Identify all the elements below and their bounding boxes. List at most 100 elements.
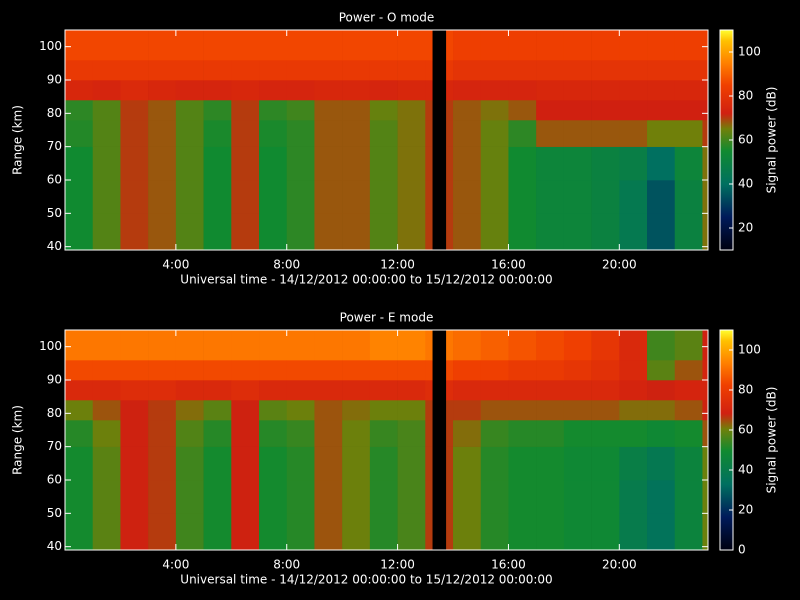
heat-cell — [93, 330, 121, 360]
colorbar-tick-label: 100 — [738, 343, 761, 357]
heat-cell — [370, 80, 398, 100]
heat-cell — [342, 330, 370, 360]
heat-cell — [204, 120, 232, 147]
heat-cell — [675, 380, 703, 400]
heat-cell — [204, 330, 232, 360]
heat-cell — [176, 80, 204, 100]
heat-cell — [120, 447, 148, 481]
heat-cell — [481, 447, 509, 481]
heat-cell — [93, 447, 121, 481]
heat-cell — [647, 180, 675, 214]
heat-cell — [619, 480, 647, 514]
heat-cell — [65, 180, 93, 214]
heat-cell — [176, 360, 204, 380]
y-tick-label: 80 — [47, 406, 62, 420]
heat-cell — [702, 447, 708, 481]
y-tick-label: 100 — [39, 39, 62, 53]
heat-cell — [370, 60, 398, 80]
heat-cell — [425, 447, 432, 481]
heat-cell — [370, 447, 398, 481]
y-tick-label: 90 — [47, 373, 62, 387]
y-tick-label: 60 — [47, 473, 62, 487]
heat-cell — [93, 147, 121, 181]
heat-cell — [564, 180, 592, 214]
heat-cell — [176, 147, 204, 181]
heat-cell — [176, 330, 204, 360]
heat-cell — [564, 120, 592, 147]
heat-cell — [425, 80, 432, 100]
y-axis-label: Range (km) — [11, 405, 25, 475]
heat-cell — [619, 360, 647, 380]
heat-cell — [231, 420, 259, 447]
heat-cell — [619, 420, 647, 447]
heat-cell — [204, 60, 232, 80]
y-tick-label: 40 — [47, 239, 62, 253]
heat-cell — [65, 213, 93, 250]
heat-cell — [647, 100, 675, 120]
x-tick-label: 8:00 — [273, 558, 300, 572]
heat-cell — [287, 400, 315, 420]
heat-cell — [481, 360, 509, 380]
heat-cell — [370, 400, 398, 420]
heat-cell — [120, 330, 148, 360]
heat-cell — [120, 213, 148, 250]
heat-cell — [93, 180, 121, 214]
heat-cell — [65, 147, 93, 181]
heat-cell — [446, 330, 453, 360]
heat-cell — [204, 400, 232, 420]
heat-cell — [536, 80, 564, 100]
heat-cell — [592, 100, 620, 120]
heat-cell — [93, 80, 121, 100]
heat-cell — [342, 400, 370, 420]
heat-cell — [120, 420, 148, 447]
heat-cell — [176, 480, 204, 514]
heat-cell — [342, 100, 370, 120]
heat-cell — [287, 420, 315, 447]
heat-cell — [342, 420, 370, 447]
heat-cell — [592, 180, 620, 214]
y-tick-label: 50 — [47, 506, 62, 520]
heat-cell — [453, 80, 481, 100]
heat-cell — [446, 447, 453, 481]
heat-cell — [370, 513, 398, 550]
heat-cell — [370, 420, 398, 447]
y-tick-label: 80 — [47, 106, 62, 120]
heat-cell — [453, 100, 481, 120]
heat-cell — [176, 447, 204, 481]
heat-cell — [481, 400, 509, 420]
heat-cell — [536, 30, 564, 60]
heat-cell — [148, 480, 176, 514]
heat-cell — [647, 360, 675, 380]
heat-cell — [508, 213, 536, 250]
heat-cell — [65, 513, 93, 550]
x-tick-label: 12:00 — [380, 258, 415, 272]
heat-cell — [592, 30, 620, 60]
heat-cell — [675, 180, 703, 214]
heat-cell — [508, 60, 536, 80]
heat-cell — [619, 447, 647, 481]
heat-cell — [120, 513, 148, 550]
heat-cell — [93, 400, 121, 420]
heat-cell — [93, 380, 121, 400]
heat-cell — [536, 513, 564, 550]
heat-cell — [675, 100, 703, 120]
heat-cell — [446, 480, 453, 514]
heat-cell — [93, 420, 121, 447]
heat-cell — [564, 400, 592, 420]
heat-cell — [536, 60, 564, 80]
heat-cell — [120, 120, 148, 147]
heat-cell — [536, 420, 564, 447]
heat-cell — [647, 513, 675, 550]
heat-cell — [231, 330, 259, 360]
heat-cell — [675, 400, 703, 420]
heat-cell — [446, 180, 453, 214]
heat-cell — [314, 380, 342, 400]
heat-cell — [592, 380, 620, 400]
heat-cell — [702, 400, 708, 420]
colorbar-tick-label: 100 — [738, 45, 761, 59]
heat-cell — [148, 360, 176, 380]
heat-cell — [508, 360, 536, 380]
heat-cell — [508, 447, 536, 481]
heat-cell — [342, 180, 370, 214]
heat-cell — [176, 513, 204, 550]
